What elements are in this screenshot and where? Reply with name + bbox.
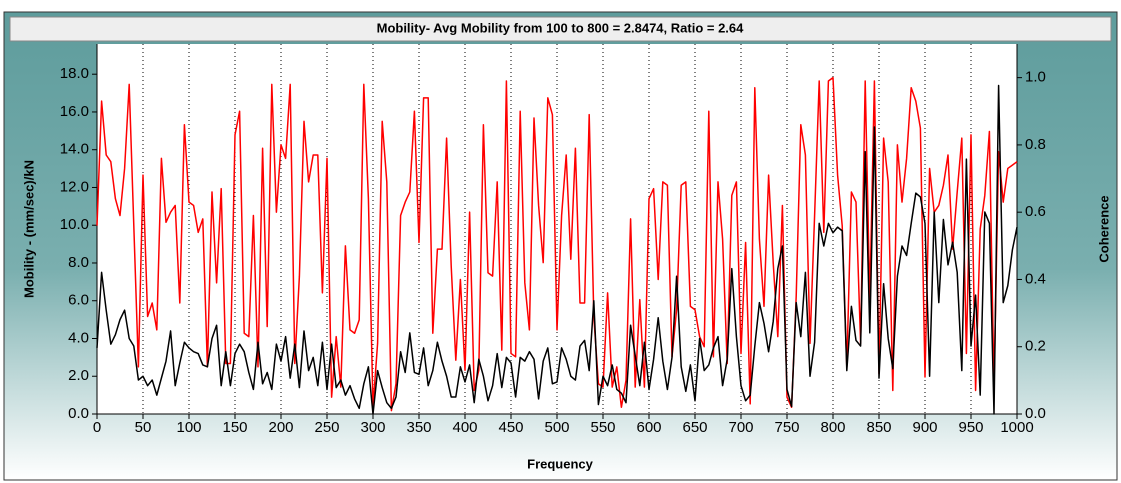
- y-tick-label: 10.0: [60, 216, 89, 233]
- x-tick-label: 400: [452, 419, 477, 436]
- y2-tick-label: 0.8: [1025, 136, 1046, 153]
- x-tick-label: 650: [682, 419, 707, 436]
- y2-tick-label: 0.6: [1025, 203, 1046, 220]
- y-tick-label: 8.0: [68, 254, 89, 271]
- y2-tick-label: 0.4: [1025, 270, 1046, 287]
- x-tick-label: 200: [268, 419, 293, 436]
- x-tick-label: 0: [93, 419, 101, 436]
- x-tick-label: 950: [958, 419, 983, 436]
- x-tick-label: 100: [176, 419, 201, 436]
- title-bar: [9, 16, 1112, 42]
- y-tick-label: 16.0: [60, 103, 89, 120]
- y-tick-label: 14.0: [60, 141, 89, 158]
- x-axis-label: Frequency: [527, 456, 594, 471]
- x-tick-label: 850: [866, 419, 891, 436]
- x-tick-label: 500: [544, 419, 569, 436]
- y-tick-label: 6.0: [68, 292, 89, 309]
- x-tick-label: 600: [636, 419, 661, 436]
- y-tick-label: 0.0: [68, 405, 89, 422]
- y2-tick-label: 0.2: [1025, 338, 1046, 355]
- y2-axis-label: Coherence: [1096, 195, 1111, 262]
- y-axis-label: Mobility - (mm/sec)/kN: [21, 160, 36, 298]
- x-tick-label: 750: [774, 419, 799, 436]
- y-tick-label: 18.0: [60, 65, 89, 82]
- x-tick-label: 700: [728, 419, 753, 436]
- x-tick-label: 350: [406, 419, 431, 436]
- x-tick-label: 50: [135, 419, 152, 436]
- data-line: [96, 76, 1018, 412]
- x-tick-label: 150: [222, 419, 247, 436]
- chart-title: Mobility- Avg Mobility from 100 to 800 =…: [377, 20, 745, 35]
- y-tick-label: 4.0: [68, 329, 89, 346]
- x-tick-label: 300: [360, 419, 385, 436]
- data-line: [96, 84, 1018, 415]
- x-tick-label: 800: [820, 419, 845, 436]
- x-tick-label: 450: [498, 419, 523, 436]
- x-tick-label: 1000: [1000, 419, 1033, 436]
- x-tick-label: 250: [314, 419, 339, 436]
- x-tick-label: 900: [912, 419, 937, 436]
- y2-tick-label: 0.0: [1025, 405, 1046, 422]
- x-tick-label: 550: [590, 419, 615, 436]
- y-tick-label: 2.0: [68, 367, 89, 384]
- y2-tick-label: 1.0: [1025, 69, 1046, 86]
- y-tick-label: 12.0: [60, 178, 89, 195]
